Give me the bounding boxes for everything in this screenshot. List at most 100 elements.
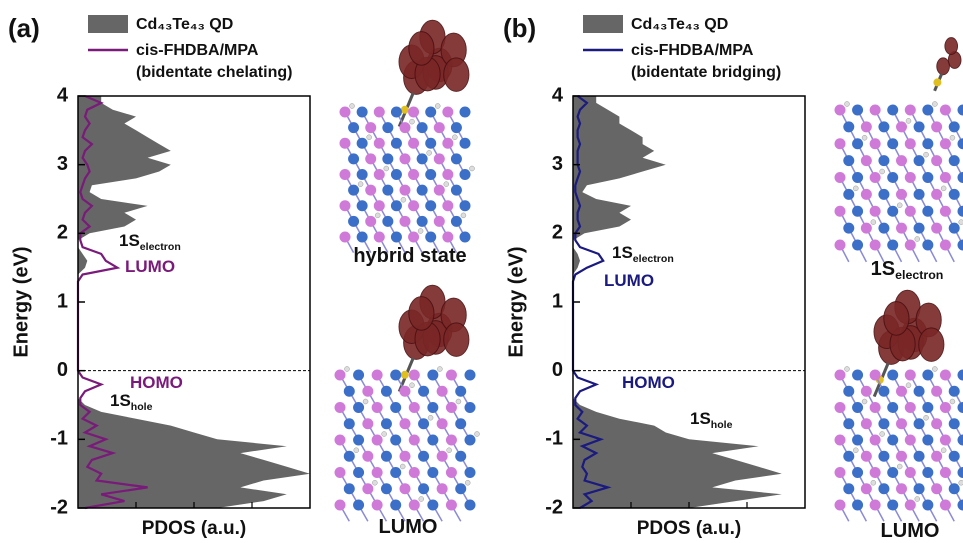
atom bbox=[464, 402, 476, 413]
atom bbox=[459, 169, 471, 180]
atom bbox=[843, 418, 855, 430]
h-atom bbox=[861, 398, 868, 405]
h-atom bbox=[443, 181, 450, 187]
atom bbox=[843, 483, 855, 495]
y-tick-label: 4 bbox=[57, 84, 69, 106]
orbital-image bbox=[397, 19, 470, 128]
atom bbox=[852, 205, 864, 217]
annotation-subscript: electron bbox=[140, 241, 181, 253]
structure-image bbox=[834, 366, 963, 522]
atom bbox=[436, 385, 448, 397]
legend-swatch bbox=[88, 15, 128, 33]
atom bbox=[380, 385, 392, 397]
atom bbox=[939, 172, 951, 183]
atom bbox=[852, 138, 864, 150]
h-atom bbox=[383, 165, 390, 172]
atom bbox=[931, 385, 943, 397]
atom bbox=[373, 106, 385, 118]
atom bbox=[878, 385, 890, 397]
atom bbox=[380, 483, 392, 495]
atom bbox=[408, 106, 420, 118]
annotation-text: 1S bbox=[110, 391, 131, 410]
atom bbox=[913, 121, 925, 133]
atom bbox=[334, 467, 346, 478]
atom bbox=[852, 239, 864, 251]
atom bbox=[860, 155, 872, 167]
atom bbox=[371, 434, 383, 446]
atom bbox=[843, 385, 855, 397]
atom bbox=[455, 418, 467, 430]
atom bbox=[408, 402, 420, 413]
annotation-text: LUMO bbox=[604, 271, 654, 290]
annotation-text: 1S bbox=[612, 243, 633, 262]
atom bbox=[382, 215, 394, 227]
h-atom bbox=[923, 415, 929, 421]
h-atom bbox=[366, 134, 372, 140]
atom bbox=[922, 434, 934, 446]
atom bbox=[860, 418, 872, 430]
legend-label: cis-FHDBA/MPA bbox=[136, 42, 259, 59]
atom bbox=[869, 239, 881, 251]
orbital-image bbox=[933, 37, 962, 92]
annotation-subscript: hole bbox=[711, 419, 733, 431]
atom bbox=[408, 231, 420, 243]
panel-label: (b) bbox=[503, 13, 536, 43]
atom bbox=[869, 104, 881, 116]
atom bbox=[348, 215, 360, 227]
atom bbox=[948, 222, 960, 234]
atom bbox=[904, 172, 916, 183]
atom bbox=[399, 450, 411, 462]
atom bbox=[390, 434, 402, 446]
atom bbox=[390, 137, 402, 149]
atom bbox=[948, 121, 960, 133]
atom bbox=[445, 499, 457, 511]
atom bbox=[339, 137, 351, 149]
orbital bbox=[408, 296, 435, 331]
orbital bbox=[443, 322, 470, 357]
atom bbox=[382, 122, 394, 134]
h-atom bbox=[409, 382, 415, 388]
atom bbox=[887, 434, 899, 446]
atom bbox=[343, 483, 355, 495]
legend-note: (bidentate bridging) bbox=[631, 64, 781, 81]
atom bbox=[904, 369, 916, 381]
atom bbox=[913, 483, 925, 495]
h-atom bbox=[844, 101, 850, 107]
h-atom bbox=[949, 135, 956, 141]
atom bbox=[957, 369, 963, 381]
legend-label: Cd₄₃Te₄₃ QD bbox=[631, 16, 728, 33]
atom bbox=[904, 434, 916, 446]
atom bbox=[834, 104, 846, 116]
atom bbox=[834, 467, 846, 478]
atom bbox=[948, 188, 960, 200]
h-atom bbox=[349, 103, 355, 109]
x-axis-label: PDOS (a.u.) bbox=[142, 518, 247, 539]
atom bbox=[455, 450, 467, 462]
atom bbox=[399, 483, 411, 495]
atom bbox=[913, 385, 925, 397]
atom bbox=[887, 172, 899, 183]
atom bbox=[904, 499, 916, 511]
atom bbox=[852, 104, 864, 116]
atom bbox=[834, 499, 846, 511]
atom bbox=[869, 172, 881, 183]
atom bbox=[425, 200, 437, 212]
atom bbox=[459, 231, 471, 243]
orbital bbox=[918, 327, 945, 362]
atom bbox=[380, 418, 392, 430]
atom bbox=[931, 155, 943, 167]
atom bbox=[931, 121, 943, 133]
atom bbox=[887, 239, 899, 251]
atom bbox=[408, 200, 420, 212]
annotation: LUMO bbox=[881, 520, 940, 542]
h-atom bbox=[381, 431, 387, 437]
atom bbox=[464, 499, 476, 511]
atom bbox=[353, 369, 365, 381]
atom bbox=[860, 385, 872, 397]
atom bbox=[390, 402, 402, 413]
annotation: LUMO bbox=[125, 257, 175, 276]
y-tick-label: -2 bbox=[50, 496, 68, 518]
atom bbox=[852, 434, 864, 446]
atom bbox=[869, 369, 881, 381]
atom bbox=[356, 106, 368, 118]
